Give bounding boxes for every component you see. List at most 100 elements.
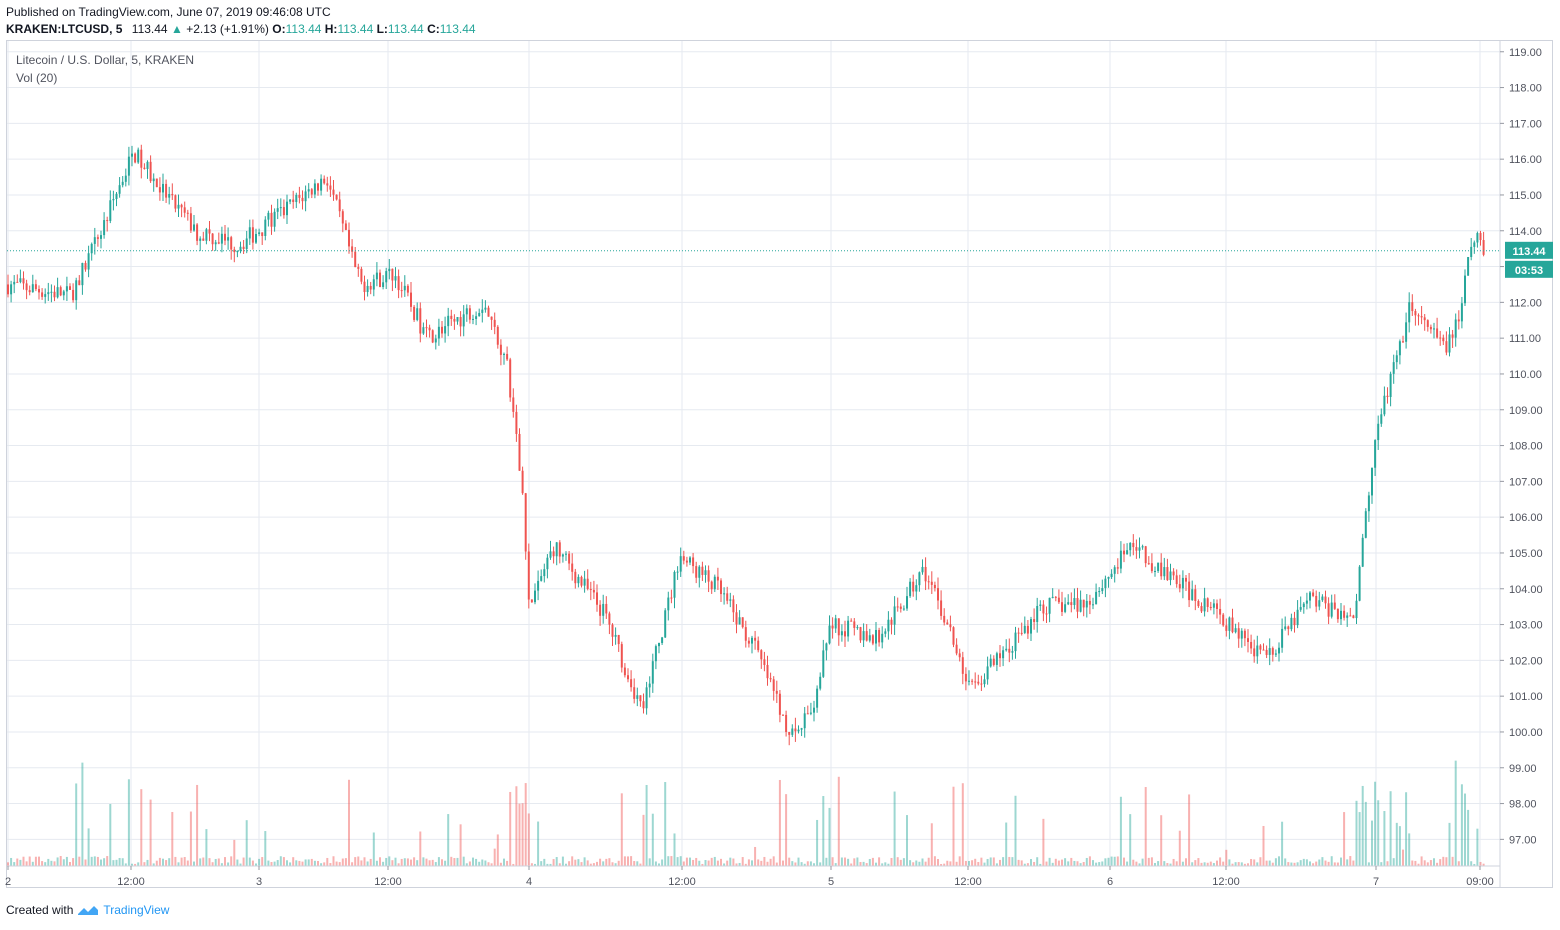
volume-bar [673, 833, 676, 866]
candle-body [1284, 626, 1287, 629]
volume-bar [202, 857, 205, 866]
volume-bar [441, 859, 443, 866]
volume-bar [1371, 820, 1373, 866]
y-tick-label-21: 98.00 [1509, 799, 1537, 811]
candle-body [230, 237, 233, 250]
volume-bar [1340, 857, 1342, 866]
candle-body [592, 589, 595, 593]
candle-body [1076, 598, 1079, 612]
volume-bar [1460, 784, 1463, 866]
volume-bar [809, 861, 812, 866]
candle-body [487, 307, 490, 317]
candle-body [459, 317, 462, 327]
candle-body [428, 327, 431, 331]
candle-body [295, 194, 298, 203]
candle-body [279, 207, 282, 209]
volume-bar [772, 856, 775, 866]
volume-bar [391, 860, 394, 866]
countdown-badge-bg [1505, 260, 1553, 278]
candle-body [1402, 341, 1404, 343]
volume-bar [946, 860, 949, 866]
volume-bar [989, 857, 992, 866]
candle-body [881, 633, 884, 643]
candle-body [887, 619, 890, 632]
volume-bar [1150, 857, 1153, 866]
volume-bar [1020, 860, 1023, 866]
volume-bar [834, 863, 837, 866]
tradingview-brand[interactable]: TradingView [103, 903, 170, 917]
volume-bar [1380, 862, 1383, 866]
volume-bar [459, 824, 462, 866]
volume-bar [890, 857, 893, 866]
y-tick-label-10: 109.00 [1509, 405, 1543, 417]
volume-bar [1439, 859, 1442, 866]
volume-bar [1172, 858, 1175, 866]
volume-bar [447, 814, 450, 866]
volume-bar [1473, 863, 1476, 866]
volume-bar [1265, 860, 1268, 866]
volume-bar [96, 856, 99, 866]
candle-body [444, 326, 447, 334]
candle-body [645, 687, 648, 709]
candle-body [490, 316, 493, 320]
candle-body [1305, 600, 1308, 604]
volume-bar [623, 856, 626, 866]
volume-bar [844, 857, 846, 866]
volume-bar [788, 857, 791, 866]
candle-body [1405, 322, 1408, 342]
volume-bar [642, 814, 645, 866]
triangle-up-icon: ▲ [170, 22, 183, 36]
volume-bar [720, 858, 722, 866]
candle-body [214, 242, 217, 245]
volume-bar [1377, 800, 1380, 866]
candle-body [103, 220, 106, 236]
symbol-label: KRAKEN:LTCUSD, 5 [6, 22, 123, 36]
volume-bar [620, 793, 623, 866]
candle-body [1073, 598, 1076, 606]
volume-bar [248, 857, 251, 866]
volume-bar [961, 783, 964, 866]
candle-body [468, 308, 471, 320]
candle-body [313, 183, 316, 195]
volume-bar [1281, 821, 1284, 866]
volume-bar [611, 862, 614, 866]
candle-body [196, 224, 199, 241]
volume-bar [65, 856, 68, 866]
volume-bar [689, 857, 691, 866]
volume-bar [1290, 862, 1293, 866]
volume-bar [310, 858, 313, 866]
volume-bar [13, 862, 16, 866]
candle-body [937, 588, 939, 601]
candle-body [710, 581, 713, 590]
candle-body [422, 327, 425, 334]
volume-bar [760, 860, 763, 866]
candle-body [1383, 395, 1386, 415]
volume-bar [1219, 857, 1222, 866]
volume-bar [295, 860, 298, 866]
volume-bar [205, 829, 208, 866]
y-tick-label-18: 101.00 [1509, 691, 1543, 703]
volume-bar [47, 858, 50, 866]
candle-body [518, 433, 521, 471]
volume-bar [100, 859, 102, 866]
volume-bar [1014, 795, 1017, 866]
chart-frame[interactable] [6, 40, 1553, 888]
candle-body [918, 572, 921, 586]
candle-body [183, 207, 186, 213]
volume-bar [1470, 861, 1473, 866]
volume-bar [242, 857, 245, 866]
candle-body [348, 229, 350, 247]
x-tick-label-0: 2 [5, 876, 11, 888]
candle-body [995, 653, 998, 665]
y-tick-label-15: 104.00 [1509, 584, 1543, 596]
volume-bar [394, 857, 397, 866]
candle-body [419, 308, 422, 334]
x-tick-label-9: 12:00 [1212, 876, 1240, 888]
candle-body [825, 643, 828, 651]
candle-body [530, 599, 533, 603]
candle-body [878, 629, 881, 643]
candle-body [233, 249, 236, 253]
volume-bar [171, 811, 174, 866]
candle-body [1265, 649, 1268, 655]
